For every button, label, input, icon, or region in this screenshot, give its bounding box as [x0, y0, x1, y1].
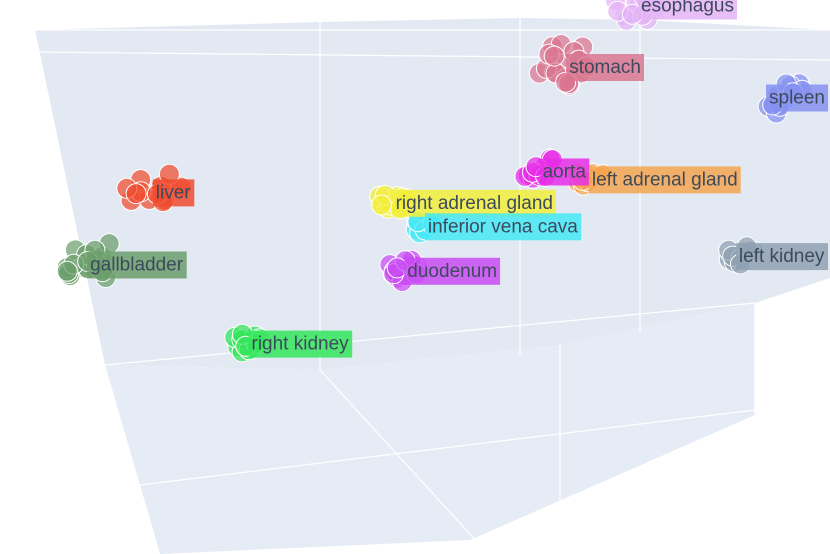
label-gallbladder: gallbladder	[87, 251, 187, 279]
label-text-stomach: stomach	[569, 57, 641, 78]
label-text-liver: liver	[156, 182, 192, 203]
label-right-kidney: right kidney	[248, 330, 353, 358]
label-text-right-kidney: right kidney	[252, 334, 350, 355]
label-box-aorta	[539, 158, 590, 186]
label-box-left-adrenal-gland	[588, 166, 741, 194]
label-text-esophagus: esophagus	[641, 0, 734, 17]
label-box-spleen	[766, 84, 828, 112]
point-gallbladder[interactable]	[56, 260, 78, 282]
point-stomach[interactable]	[543, 45, 565, 67]
grid-lines	[34, 18, 830, 546]
label-text-duodenum: duodenum	[407, 261, 497, 282]
point-liver[interactable]	[125, 183, 147, 205]
left-wall	[0, 30, 160, 554]
label-box-esophagus	[638, 0, 737, 20]
label-box-right-kidney	[248, 330, 353, 358]
label-text-aorta: aorta	[543, 162, 587, 183]
label-text-left-adrenal-gland: left adrenal gland	[592, 169, 738, 190]
label-inferior-vena-cava: inferior vena cava	[424, 213, 582, 241]
label-box-inferior-vena-cava	[424, 213, 582, 241]
label-right-adrenal-gland: right adrenal gland	[392, 189, 556, 217]
label-text-right-adrenal-gland: right adrenal gland	[396, 193, 553, 214]
label-text-left-kidney: left kidney	[739, 246, 825, 267]
label-liver: liver	[152, 179, 195, 207]
cluster-labels: esophagus stomach liver gallbladder spleen ao…	[87, 0, 828, 358]
label-box-duodenum	[404, 257, 501, 285]
label-box-left-kidney	[736, 243, 828, 271]
label-box-right-adrenal-gland	[392, 189, 556, 217]
label-stomach: stomach	[566, 54, 644, 81]
label-left-kidney: left kidney	[736, 243, 828, 271]
label-box-gallbladder	[87, 251, 187, 279]
label-esophagus: esophagus	[638, 0, 737, 20]
label-left-adrenal-gland: left adrenal gland	[588, 166, 741, 194]
label-box-stomach	[566, 54, 644, 81]
label-duodenum: duodenum	[404, 257, 501, 285]
label-text-spleen: spleen	[769, 88, 825, 109]
floor-plane	[105, 303, 755, 554]
label-spleen: spleen	[766, 84, 828, 112]
point-right-adrenal-gland[interactable]	[371, 194, 392, 216]
label-aorta: aorta	[539, 158, 590, 186]
label-box-liver	[152, 179, 195, 207]
point-duodenum[interactable]	[386, 257, 408, 279]
label-text-inferior-vena-cava: inferior vena cava	[428, 216, 578, 237]
label-text-gallbladder: gallbladder	[90, 255, 184, 276]
